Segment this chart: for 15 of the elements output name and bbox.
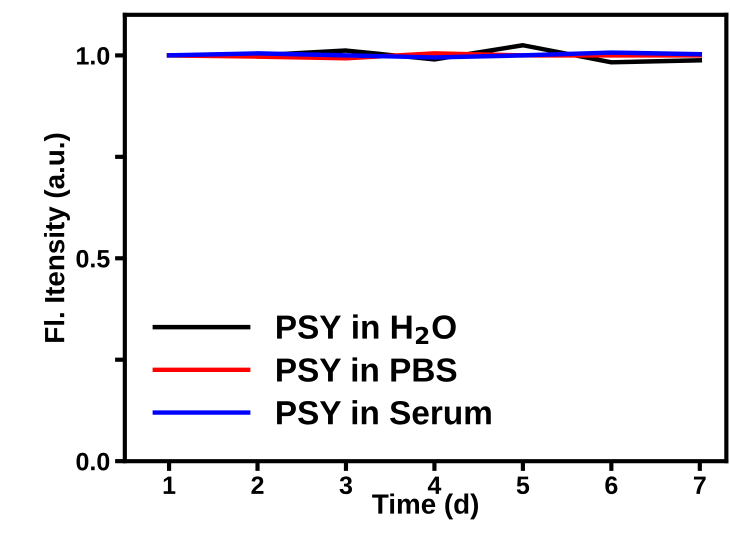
x-tick-label: 2 [251,476,264,494]
y-tick-label: 0.5 [76,250,110,268]
legend-label: PSY in H$_{2}$O [277,314,456,344]
x-tick-label: 6 [605,476,618,494]
x-tick-label: 5 [516,476,530,494]
y-tick-label: 0.0 [76,452,110,470]
x-tick-label: 3 [340,476,352,494]
y-tick-label: 1.0 [77,47,110,65]
x-tick-label: 1 [164,476,176,494]
legend-label: PSY in Serum [277,400,491,425]
y-axis-title: Fl. Itensity (a.u.) [44,134,70,342]
x-axis-title: Time (d) [372,493,478,520]
x-tick-label: 7 [694,476,706,494]
x-tick-label: 4 [428,476,442,494]
legend-label: PSY in PBS [277,357,456,382]
